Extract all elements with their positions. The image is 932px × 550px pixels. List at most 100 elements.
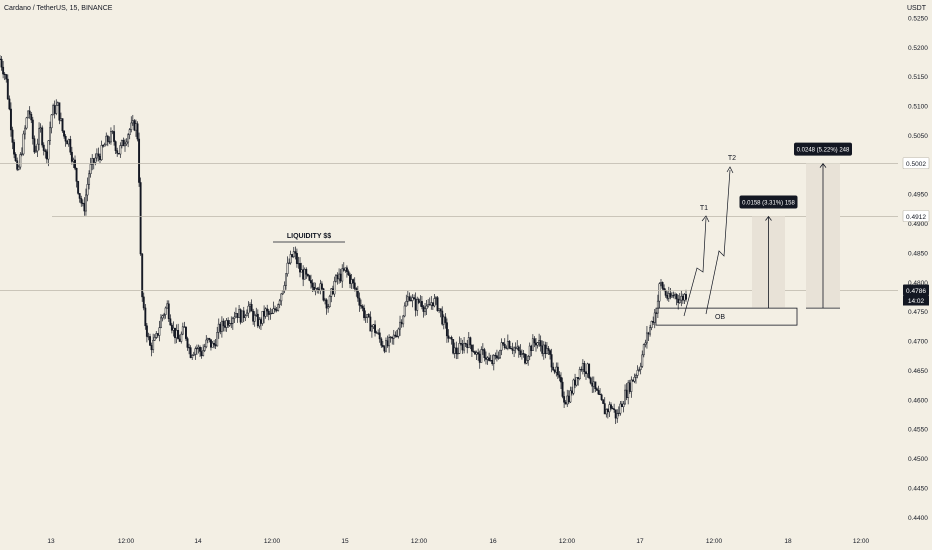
candle-body [672,295,675,297]
candle-body [325,299,328,309]
time-tick-label: 14 [194,538,202,545]
candle-body [108,141,111,143]
candle-body [269,313,272,315]
candle-body [111,131,114,133]
candle-body [558,374,561,378]
candle-body [17,166,20,170]
candle-body [386,340,389,347]
price-tick-label: 0.4750 [908,309,928,316]
candle-body [535,342,537,346]
candle-body [149,336,151,346]
candle-body [389,336,392,338]
candle-body [394,334,397,337]
candle-body [467,337,470,348]
candle-body [2,66,5,75]
candle-body [200,351,203,356]
candle-body [167,303,170,319]
target2-label: T2 [728,155,736,162]
candle-body [392,334,395,339]
candle-body [16,160,19,170]
candle-body [677,298,680,304]
candle-body [588,363,591,379]
candle-body [119,145,122,155]
candle-body [41,127,44,146]
candle-body [125,141,128,145]
price-tick-label: 0.4500 [908,456,928,463]
candle-body [360,305,362,307]
candle-body [560,377,562,383]
candle-body [127,134,130,143]
candle-body [55,105,58,114]
candle-body [475,352,478,355]
target1-price-badge: 0.4912 [906,214,926,221]
candle-body [617,412,620,414]
candle-body [310,280,312,284]
candle-body [335,274,337,282]
candle-body [116,150,119,154]
candle-body [344,267,347,271]
candle-body [153,337,156,341]
candle-body [492,355,495,365]
time-tick-label: 12:00 [853,538,870,545]
time-tick-label: 15 [341,538,349,545]
candle-body [594,381,597,390]
candle-body [525,360,528,364]
candle-body [249,304,251,307]
candle-body [556,366,559,376]
time-tick-label: 17 [636,538,644,545]
candle-body [653,312,656,323]
target2-price-badge: 0.5002 [906,161,926,168]
candle-body [642,344,645,356]
candle-body [486,357,489,360]
candle-body [302,269,305,280]
candle-body [34,150,37,153]
candle-body [163,314,166,317]
candle-body [336,274,339,280]
candle-body [491,360,494,365]
candle-body [649,327,652,335]
candle-body [77,181,80,194]
candle-body [385,340,387,352]
projection-path-t1 [683,217,707,317]
candle-body [517,346,520,352]
candle-body [528,345,531,357]
candle-body [88,173,91,185]
candle-body [191,355,194,358]
candle-body [583,363,586,373]
candle-body [378,332,381,340]
candle-body [205,339,208,348]
current-price-badge-bg [903,284,929,296]
candle-body [20,153,23,155]
candle-body [11,129,14,143]
candle-body [328,296,331,307]
candle-body [402,315,405,325]
candle-body [372,324,375,328]
candle-body [289,254,292,264]
candle-body [580,369,583,371]
candle-body [256,313,259,327]
candle-body [511,348,514,351]
candle-body [669,293,672,298]
candle-body [630,379,633,392]
candle-body [417,299,420,303]
candle-body [295,253,298,264]
price-tick-label: 0.4600 [908,397,928,404]
candle-body [460,343,462,345]
candle-body [300,269,303,273]
candle-body [413,297,416,300]
candle-body [183,326,186,328]
candle-body [97,153,100,157]
candle-body [194,348,197,355]
candle-body [133,120,136,131]
candle-body [114,141,117,151]
time-tick-label: 16 [489,538,497,545]
candle-body [472,350,475,353]
candle-body [80,198,83,204]
candle-series [0,55,687,425]
candle-body [320,283,323,289]
candle-body [39,127,42,129]
candle-body [150,345,153,351]
candle-body [86,184,89,196]
candle-body [175,330,178,339]
